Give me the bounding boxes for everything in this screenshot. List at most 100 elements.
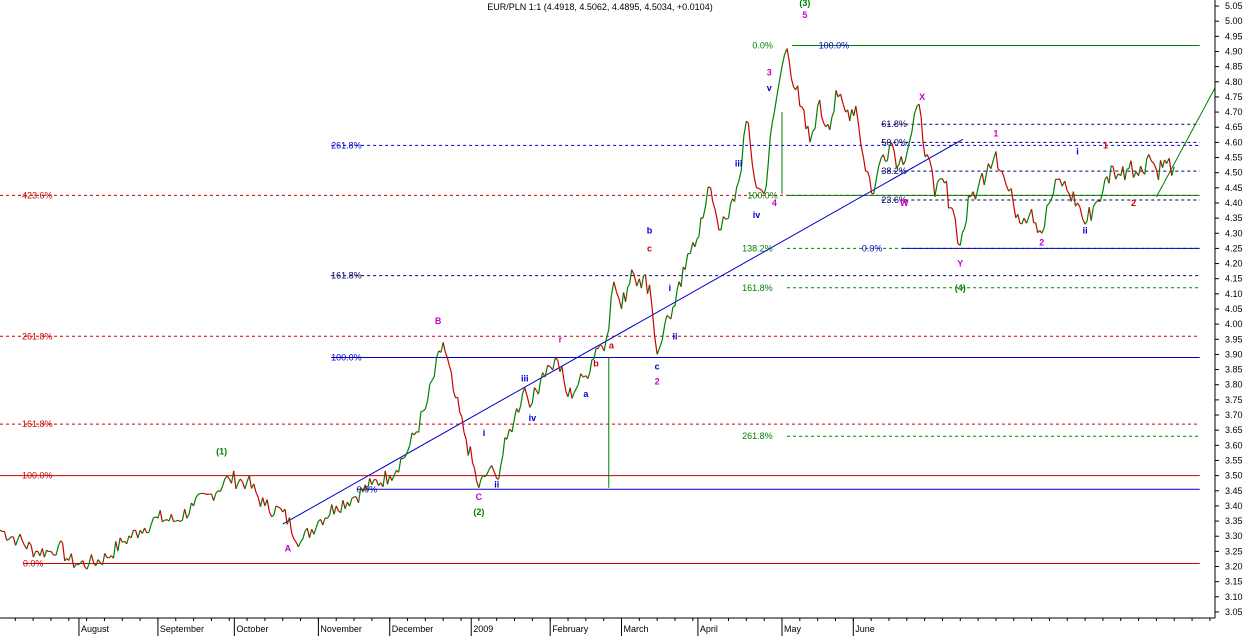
price-segment — [757, 188, 760, 189]
wave-label: X — [919, 92, 925, 102]
price-segment — [1111, 166, 1113, 167]
fib-level-label: 261.8% — [331, 140, 362, 150]
x-tick-label: February — [552, 624, 589, 634]
price-segment — [708, 187, 711, 188]
wave-label: b — [593, 359, 599, 369]
wave-label: i — [669, 283, 672, 293]
y-tick-label: 3.60 — [1225, 440, 1243, 450]
wave-label: iv — [753, 210, 761, 220]
fib-level-label: 100.0% — [819, 40, 850, 50]
price-segment — [421, 411, 423, 412]
fib-level-label: 61.8% — [881, 119, 907, 129]
fib-level-label: 161.8% — [331, 271, 362, 281]
x-tick-label: November — [320, 624, 362, 634]
y-tick-label: 4.20 — [1225, 259, 1243, 269]
y-tick-label: 3.40 — [1225, 501, 1243, 511]
x-tick-label: October — [236, 624, 268, 634]
wave-label: iii — [521, 374, 529, 384]
wave-label: A — [285, 543, 292, 553]
y-tick-label: 3.15 — [1225, 577, 1243, 587]
y-tick-label: 4.40 — [1225, 198, 1243, 208]
y-tick-label: 3.25 — [1225, 546, 1243, 556]
fib-level-label: 261.8% — [22, 331, 53, 341]
wave-label: 2 — [1039, 237, 1044, 247]
y-tick-label: 4.70 — [1225, 107, 1243, 117]
wave-label: 2 — [1131, 198, 1136, 208]
fib-level-label: 0.0% — [23, 558, 44, 568]
y-tick-label: 4.30 — [1225, 228, 1243, 238]
x-tick-label: December — [392, 624, 434, 634]
wave-label: i — [1076, 147, 1079, 157]
wave-label: v — [767, 83, 772, 93]
wave-label: ii — [672, 331, 677, 341]
y-tick-label: 4.05 — [1225, 304, 1243, 314]
wave-label: r — [559, 334, 563, 344]
y-tick-label: 3.95 — [1225, 334, 1243, 344]
fib-level-label: 161.8% — [22, 419, 53, 429]
wave-label: i — [483, 428, 486, 438]
y-tick-label: 4.75 — [1225, 92, 1243, 102]
wave-label: ii — [494, 480, 499, 490]
y-tick-label: 3.70 — [1225, 410, 1243, 420]
wave-label: 1 — [993, 128, 998, 138]
y-tick-label: 4.50 — [1225, 168, 1243, 178]
x-tick-label: March — [624, 624, 649, 634]
y-tick-label: 3.65 — [1225, 425, 1243, 435]
wave-label: c — [655, 362, 660, 372]
x-tick-label: August — [81, 624, 110, 634]
y-tick-label: 4.15 — [1225, 274, 1243, 284]
price-segment — [673, 306, 675, 307]
y-tick-label: 3.20 — [1225, 562, 1243, 572]
y-tick-label: 4.35 — [1225, 213, 1243, 223]
fib-level-label: 50.0% — [881, 137, 907, 147]
y-tick-label: 3.45 — [1225, 486, 1243, 496]
price-segment — [174, 521, 176, 522]
fib-level-label: 0.0% — [862, 243, 883, 253]
wave-label: ii — [1083, 225, 1088, 235]
y-tick-label: 4.55 — [1225, 153, 1243, 163]
y-tick-label: 4.45 — [1225, 183, 1243, 193]
wave-label: (2) — [473, 507, 484, 517]
price-segment — [147, 532, 149, 533]
price-segment — [165, 520, 167, 521]
price-segment — [866, 171, 868, 172]
wave-label: (1) — [216, 446, 227, 456]
y-tick-label: 4.95 — [1225, 31, 1243, 41]
y-tick-label: 3.10 — [1225, 592, 1243, 602]
wave-label: C — [476, 492, 483, 502]
y-tick-label: 4.65 — [1225, 122, 1243, 132]
y-tick-label: 3.05 — [1225, 607, 1243, 617]
y-tick-label: 3.85 — [1225, 365, 1243, 375]
price-segment — [198, 494, 200, 495]
x-tick-label: May — [784, 624, 802, 634]
fib-level-label: 100.0% — [22, 471, 53, 481]
price-segment — [1000, 171, 1002, 172]
price-segment — [153, 517, 155, 518]
y-tick-label: 5.00 — [1225, 16, 1243, 26]
x-tick-label: April — [700, 624, 718, 634]
wave-label: 4 — [772, 198, 777, 208]
y-tick-label: 3.80 — [1225, 380, 1243, 390]
price-segment — [176, 520, 178, 521]
price-segment — [885, 161, 887, 162]
fib-level-label: 423.6% — [22, 190, 53, 200]
y-tick-label: 4.90 — [1225, 47, 1243, 57]
wave-label: B — [435, 316, 442, 326]
y-tick-label: 3.90 — [1225, 349, 1243, 359]
wave-label: iv — [529, 413, 537, 423]
wave-label: (4) — [955, 283, 966, 293]
wave-label: 1 — [1103, 140, 1108, 150]
y-tick-label: 4.85 — [1225, 62, 1243, 72]
fib-level-label: 138.2% — [742, 243, 773, 253]
wave-label: W — [900, 198, 909, 208]
fib-level-label: 261.8% — [742, 431, 773, 441]
x-tick-label: 2009 — [473, 624, 493, 634]
wave-label: b — [647, 225, 653, 235]
price-segment — [800, 106, 802, 107]
wave-label: 3 — [767, 68, 772, 78]
y-tick-label: 4.25 — [1225, 243, 1243, 253]
x-tick-label: June — [855, 624, 875, 634]
